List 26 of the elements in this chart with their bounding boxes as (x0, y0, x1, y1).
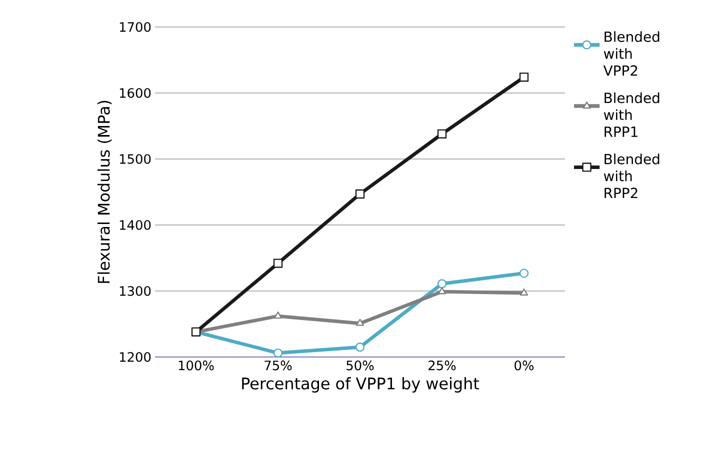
point (355, 189, 365, 199)
y-tick-label: 1400 (120, 220, 151, 230)
point (519, 268, 529, 278)
y-tick-label: 1600 (120, 88, 151, 98)
y-tick-label: 1500 (120, 154, 151, 164)
point (274, 311, 282, 319)
y-tick-label: 1700 (120, 22, 151, 32)
point (273, 258, 283, 268)
point (437, 129, 447, 139)
y-axis-title: Flexural Modulus (MPa) (97, 100, 112, 283)
x-tick-label: 100% (178, 360, 214, 370)
point (437, 279, 447, 288)
legend-label: Blended with VPP2 (603, 31, 660, 76)
y-tick-label: 1200 (120, 352, 151, 362)
point (520, 288, 528, 296)
y-tick-label: 1300 (120, 286, 151, 296)
legend-label: Blended with RPP1 (604, 92, 660, 137)
x-tick-label: 0% (514, 360, 534, 370)
x-tick-label: 50% (346, 360, 374, 370)
x-axis-title: Percentage of VPP1 by weight (242, 377, 480, 393)
legend-label: Blended with RPP2 (604, 154, 660, 198)
point (519, 72, 529, 82)
point (355, 342, 365, 352)
x-tick-label: 25% (428, 360, 456, 370)
point (356, 318, 364, 326)
x-tick-label: 75% (264, 360, 292, 370)
